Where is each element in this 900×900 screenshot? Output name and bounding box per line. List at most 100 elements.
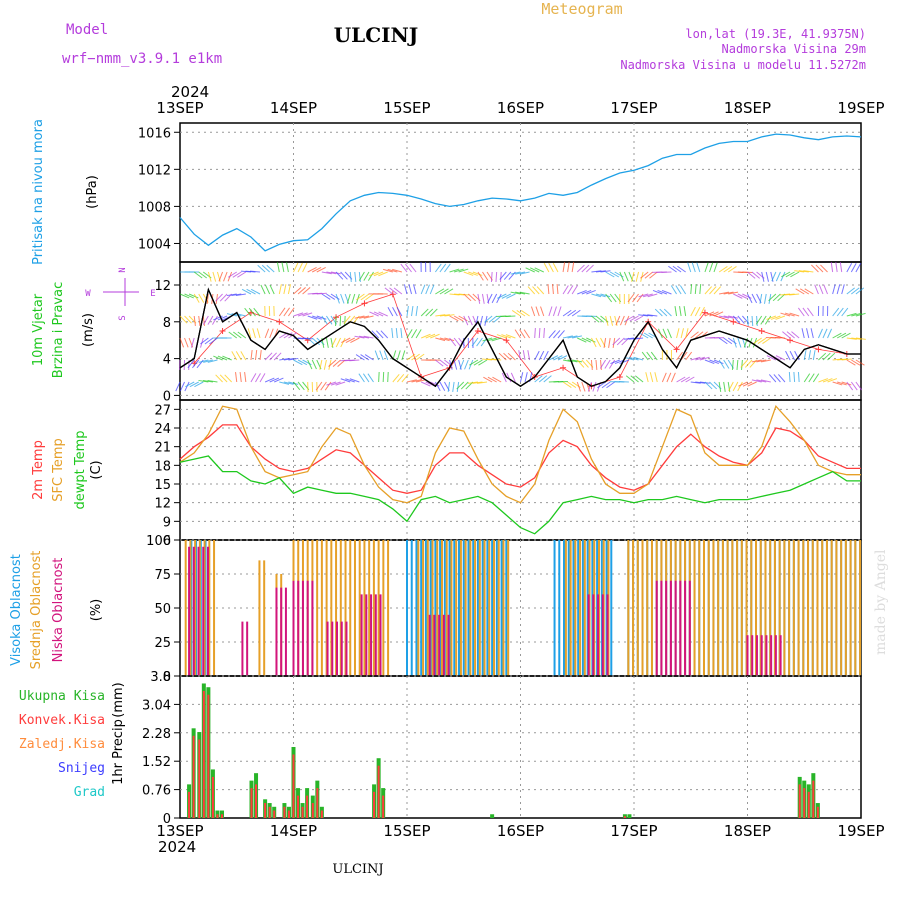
wind-barb <box>832 381 843 386</box>
panel-frame <box>179 399 862 541</box>
wind-barb <box>623 271 629 282</box>
precip_conv-bar <box>264 803 267 818</box>
wind-barb <box>817 328 823 339</box>
wind-barb <box>326 293 336 300</box>
wind-barb <box>358 271 361 282</box>
wind-barb <box>670 372 676 383</box>
y-tick-label: 75 <box>154 568 171 583</box>
wind-barb <box>662 328 668 339</box>
wind-barb <box>345 337 356 343</box>
wind-barb <box>562 335 573 339</box>
wind-barb <box>850 263 857 273</box>
wind-barb <box>367 373 374 383</box>
wind-barb <box>789 293 800 296</box>
wind-barb <box>731 359 734 371</box>
wind-barb <box>685 351 693 361</box>
wind-barb <box>184 337 189 348</box>
wind-barb <box>373 311 384 317</box>
precip_total-bar <box>627 814 632 818</box>
wind-barb <box>841 284 845 295</box>
wind-barb <box>562 381 572 389</box>
wind-barb <box>633 356 644 361</box>
wind-barb <box>631 271 635 282</box>
wind-barb <box>595 337 602 348</box>
wind-barb <box>343 315 351 324</box>
wind-barb <box>846 359 856 366</box>
wind-barb <box>302 262 308 273</box>
wind-barb <box>198 293 205 303</box>
cloud-unit: (%) <box>89 599 104 622</box>
wind-barb <box>797 307 805 317</box>
wind-barb <box>250 270 261 273</box>
wind-barb <box>203 359 214 363</box>
wind-barb <box>548 262 554 273</box>
panel-frame <box>179 122 862 263</box>
wind-barb <box>709 359 719 365</box>
wind-barb <box>189 381 199 388</box>
wind-barb <box>654 308 663 317</box>
wind-barb <box>444 263 451 273</box>
wind-barb <box>439 288 449 295</box>
y-tick-label: 3.8 <box>150 670 171 685</box>
y-tick-label: 1.52 <box>142 755 171 770</box>
temp_2m-line <box>179 424 861 494</box>
wind-barb <box>699 306 705 317</box>
wind-gust-point <box>474 328 481 334</box>
wind-barb <box>794 270 805 273</box>
wind-barb <box>694 306 701 317</box>
wind-barb <box>785 350 791 361</box>
wind-barb <box>723 315 734 319</box>
wind-barb <box>855 337 866 340</box>
wind-barb <box>224 374 233 383</box>
wind-barb <box>435 359 444 367</box>
precip_conv-bar <box>188 791 191 818</box>
wind-barb <box>822 378 833 383</box>
wind-barb <box>335 271 344 280</box>
wind-barb <box>356 293 365 301</box>
wind-barb <box>567 335 578 339</box>
wind-barb <box>434 381 441 391</box>
wind-barb <box>773 374 781 383</box>
wind-barb <box>487 293 493 304</box>
compass-n: N <box>118 267 128 272</box>
wind-barb <box>534 267 544 273</box>
wind-barb <box>354 335 365 339</box>
wind-barb <box>600 270 611 273</box>
wind-barb <box>331 337 337 348</box>
wind-barb <box>264 284 271 295</box>
wind-barb <box>732 381 739 392</box>
wind-barb <box>690 381 701 384</box>
wind-barb <box>562 262 566 273</box>
wind-barb <box>244 372 247 383</box>
wind-barb <box>827 352 836 361</box>
wind-barb <box>535 306 540 317</box>
wind-barb <box>632 293 639 303</box>
wind-barb <box>393 287 403 295</box>
wind-barb <box>340 293 345 304</box>
wind-barb <box>439 337 450 342</box>
wind-barb <box>439 314 450 317</box>
wind-barb <box>411 329 418 339</box>
wind-barb <box>425 308 434 317</box>
wind-barb <box>647 293 658 298</box>
wind-barb <box>198 379 209 383</box>
wind-barb <box>810 328 814 339</box>
wind-barb <box>696 262 701 273</box>
wind-barb <box>732 315 741 324</box>
compass-s: S <box>118 315 128 320</box>
wind-barb <box>771 271 777 282</box>
wind-barb <box>198 315 201 326</box>
wind-barb <box>307 267 317 273</box>
wind-barb <box>713 311 724 317</box>
wind-barb <box>676 351 683 361</box>
wind-barb <box>204 337 214 345</box>
wind-barb <box>387 371 389 383</box>
wind-barb <box>552 306 557 317</box>
wind-barb <box>293 287 302 295</box>
wind-barb <box>652 289 663 295</box>
wind-barb <box>463 271 474 276</box>
wind-gust-point <box>389 291 396 298</box>
wind-barb <box>278 307 286 317</box>
wind-barb <box>279 357 290 361</box>
wind-barb <box>430 381 440 387</box>
